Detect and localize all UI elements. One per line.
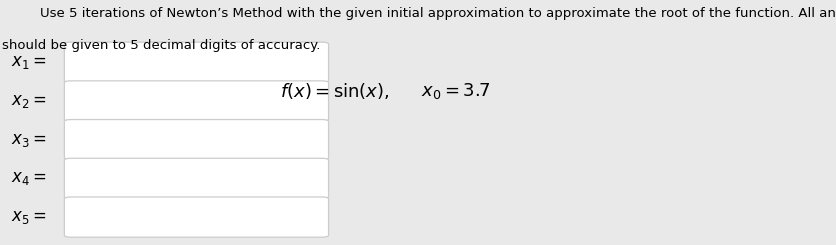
Text: $x_4 =$: $x_4 =$ (11, 169, 47, 187)
Text: $x_1 =$: $x_1 =$ (11, 53, 47, 71)
Text: $x_5 =$: $x_5 =$ (11, 208, 47, 226)
Text: $x_2 =$: $x_2 =$ (11, 92, 47, 110)
Text: Use 5 iterations of Newton’s Method with the given initial approximation to appr: Use 5 iterations of Newton’s Method with… (40, 7, 836, 20)
Text: $x_0 = 3.7$: $x_0 = 3.7$ (421, 81, 491, 101)
Text: $x_3 =$: $x_3 =$ (11, 131, 47, 149)
Text: $f(x) = \sin(x),$: $f(x) = \sin(x),$ (279, 81, 390, 101)
Text: should be given to 5 decimal digits of accuracy.: should be given to 5 decimal digits of a… (2, 39, 320, 52)
